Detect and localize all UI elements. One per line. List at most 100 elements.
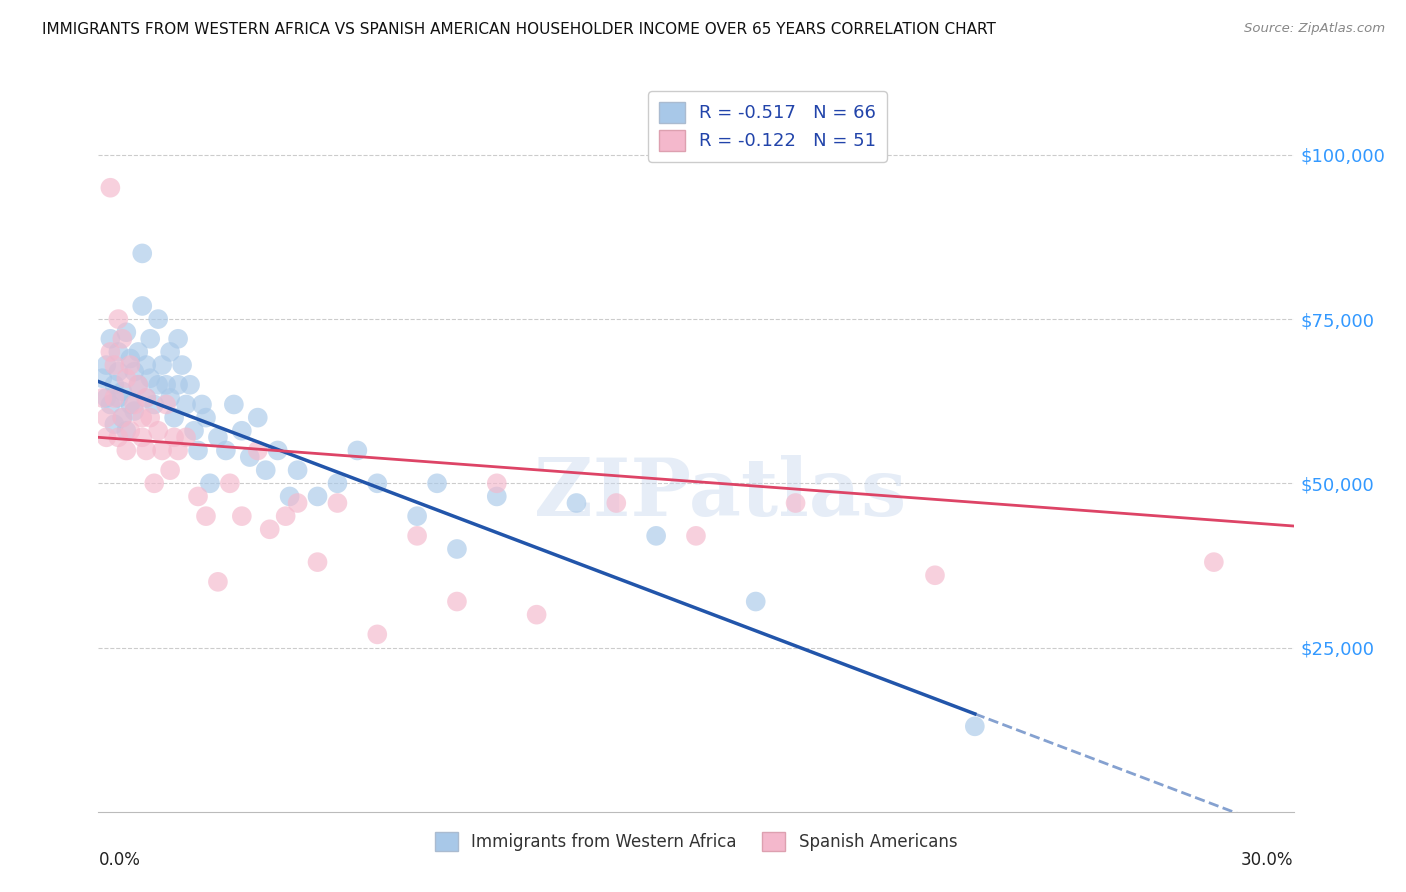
Point <box>98 180 122 194</box>
Point <box>307 490 329 504</box>
Point <box>215 443 238 458</box>
Point <box>111 410 134 425</box>
Point <box>159 391 181 405</box>
Point <box>167 377 190 392</box>
Point <box>195 509 218 524</box>
Point <box>148 424 170 438</box>
Point <box>148 377 170 392</box>
Legend: Immigrants from Western Africa, Spanish Americans: Immigrants from Western Africa, Spanish … <box>427 825 965 857</box>
Point <box>96 391 118 405</box>
Point <box>96 430 118 444</box>
Point <box>246 410 269 425</box>
Point <box>167 443 190 458</box>
Point <box>167 332 190 346</box>
Point <box>148 312 170 326</box>
Point <box>231 424 253 438</box>
Point <box>143 397 166 411</box>
Point <box>139 371 162 385</box>
Point <box>174 430 197 444</box>
Point <box>150 358 173 372</box>
Point <box>135 358 157 372</box>
Point <box>526 607 548 622</box>
Text: ZIPatlas: ZIPatlas <box>534 455 905 533</box>
Point <box>159 463 181 477</box>
Point <box>187 490 209 504</box>
Point <box>135 443 157 458</box>
Point <box>98 332 122 346</box>
Point <box>107 312 129 326</box>
Point <box>150 443 173 458</box>
Point <box>159 345 181 359</box>
Point <box>115 443 138 458</box>
Point <box>131 299 153 313</box>
Point <box>346 443 368 458</box>
Point <box>191 397 214 411</box>
Point <box>98 397 122 411</box>
Point <box>219 476 242 491</box>
Point <box>131 430 153 444</box>
Point <box>91 391 114 405</box>
Point <box>127 345 149 359</box>
Point <box>115 325 138 339</box>
Point <box>406 509 429 524</box>
Point <box>124 397 146 411</box>
Point <box>135 391 157 405</box>
Point <box>406 529 429 543</box>
Point <box>111 384 134 399</box>
Point <box>963 719 986 733</box>
Text: 30.0%: 30.0% <box>1241 851 1294 869</box>
Point <box>143 476 166 491</box>
Point <box>107 345 129 359</box>
Point <box>485 490 508 504</box>
Point <box>1202 555 1225 569</box>
Point <box>446 594 468 608</box>
Point <box>645 529 668 543</box>
Point <box>111 332 134 346</box>
Point <box>326 476 349 491</box>
Point <box>120 397 142 411</box>
Point <box>605 496 627 510</box>
Point <box>127 377 149 392</box>
Point <box>274 509 297 524</box>
Point <box>174 397 197 411</box>
Point <box>446 541 468 556</box>
Point <box>207 430 229 444</box>
Point <box>426 476 449 491</box>
Point <box>107 430 129 444</box>
Point <box>685 529 707 543</box>
Point <box>163 410 186 425</box>
Point <box>127 377 149 392</box>
Point <box>187 443 209 458</box>
Point <box>131 246 153 260</box>
Point <box>96 358 118 372</box>
Point <box>307 555 329 569</box>
Point <box>120 351 142 366</box>
Point <box>179 377 201 392</box>
Point <box>246 443 269 458</box>
Point <box>287 496 309 510</box>
Point <box>103 391 125 405</box>
Point <box>231 509 253 524</box>
Point <box>326 496 349 510</box>
Point <box>135 391 157 405</box>
Point <box>287 463 309 477</box>
Point <box>239 450 262 464</box>
Point <box>183 424 205 438</box>
Text: IMMIGRANTS FROM WESTERN AFRICA VS SPANISH AMERICAN HOUSEHOLDER INCOME OVER 65 YE: IMMIGRANTS FROM WESTERN AFRICA VS SPANIS… <box>42 22 995 37</box>
Point <box>107 365 129 379</box>
Point <box>115 424 138 438</box>
Point <box>155 397 177 411</box>
Point <box>785 496 807 510</box>
Point <box>124 404 146 418</box>
Point <box>96 410 118 425</box>
Point <box>120 424 142 438</box>
Point <box>366 627 388 641</box>
Point <box>115 371 138 385</box>
Point <box>103 417 125 432</box>
Point <box>366 476 388 491</box>
Point <box>124 365 146 379</box>
Text: 0.0%: 0.0% <box>98 851 141 869</box>
Point <box>111 410 134 425</box>
Point <box>745 594 768 608</box>
Point <box>139 332 162 346</box>
